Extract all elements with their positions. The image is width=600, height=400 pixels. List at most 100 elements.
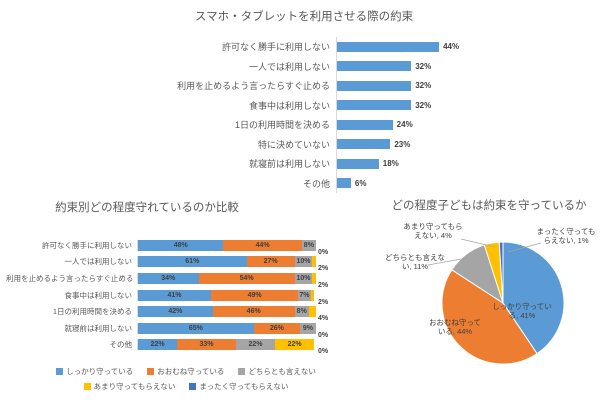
- pie-slice: [441, 269, 538, 365]
- stacked-segment-value: 41%: [167, 291, 182, 299]
- bar-track: 32%: [336, 76, 490, 96]
- pie-plot-area: しっかり守っている, 41% おおむね守っている, 44% どちらとも言えない, 1…: [385, 221, 595, 365]
- stacked-category-label: 就寝前は利用しない: [64, 323, 133, 333]
- stacked-bar-track: 34% 54% 10% 2%: [137, 272, 328, 289]
- stacked-segment-value: 8%: [296, 308, 307, 316]
- stacked-chart-title: 約束別どの程度守れているのか比較: [55, 202, 239, 214]
- pie-slice-label: あまり守ってもらえない, 4%: [403, 221, 462, 240]
- bar-category-label: 食事中は利用しない: [248, 100, 330, 111]
- legend-item: しっかり守っている: [56, 366, 133, 377]
- bar-category-label: 利用を止めるよう言ったらすぐ止める: [177, 81, 330, 92]
- bar-track: 18%: [336, 154, 490, 174]
- legend-swatch: [147, 368, 155, 376]
- stacked-segment: 22%: [235, 339, 276, 351]
- bar-chart-row: 一人では利用しない 32%: [118, 56, 490, 76]
- stacked-bar-chart-rule-compliance: 約束別どの程度守れているのか比較 許可なく勝手に利用しない 48% 44% 8% 0% 一…: [6, 199, 398, 392]
- stacked-segment-value: 8%: [303, 241, 314, 249]
- stacked-segment: 61%: [138, 256, 247, 268]
- bar-category-label: 特に決めていない: [257, 139, 330, 150]
- bar-category-label: 一人では利用しない: [248, 61, 330, 72]
- legend-label: あまり守ってもらえない: [93, 382, 176, 392]
- stacked-bar-track: 22% 33% 22% 22% 0%: [137, 339, 328, 355]
- stacked-segment-value: 26%: [269, 324, 284, 332]
- bar-chart-row: 1日の利用時間を決める 24%: [118, 115, 490, 135]
- bar-chart-row: 特に決めていない 23%: [118, 134, 490, 154]
- stacked-overflow-value: 2%: [318, 281, 329, 289]
- stacked-segment-value: 33%: [199, 341, 214, 349]
- bar-value-label: 44%: [443, 42, 460, 52]
- bar-category-label: 許可なく勝手に利用しない: [221, 42, 330, 53]
- stacked-segment-value: 22%: [150, 341, 165, 349]
- stacked-overflow-value: 2%: [318, 298, 329, 306]
- stacked-segment-value: 61%: [185, 258, 200, 266]
- stacked-category-label: 利用を止めるよう言ったらすぐ止める: [6, 273, 134, 283]
- stacked-segment: 10%: [294, 272, 313, 284]
- bar-chart-usage-rules: スマホ・タブレットを利用させる際の約束 許可なく勝手に利用しない 44% 一人では利…: [118, 8, 490, 193]
- bar-segment: [337, 80, 412, 91]
- pie-chart-title: どの程度子どもは約束を守っているか: [391, 200, 587, 212]
- stacked-bar-track: 41% 49% 7% 2%: [137, 289, 328, 306]
- bar-value-label: 6%: [354, 178, 367, 188]
- stacked-segment-value: 10%: [296, 274, 311, 282]
- bar-chart-row: 許可なく勝手に利用しない 44%: [118, 37, 490, 57]
- bar-segment: [337, 178, 351, 189]
- stacked-category-label: 食事中は利用しない: [64, 290, 133, 300]
- stacked-segment: 9%: [299, 322, 316, 334]
- stacked-segment: 65%: [138, 322, 254, 334]
- stacked-overflow-value: 2%: [318, 265, 329, 273]
- bar-chart-plot-area: 許可なく勝手に利用しない 44% 一人では利用しない 32% 利用を止めるよう言ったらす…: [118, 37, 490, 193]
- bar-chart-row: 就寝前は利用しない 18%: [118, 154, 490, 174]
- stacked-segment: 27%: [246, 256, 295, 268]
- bar-value-label: 32%: [415, 61, 432, 71]
- bar-track: 23%: [336, 134, 490, 154]
- stacked-segment: 8%: [301, 239, 316, 251]
- stacked-segment: 22%: [138, 339, 178, 351]
- stacked-overflow-value: 0%: [318, 248, 329, 256]
- pie-label-leader-line: [507, 242, 542, 253]
- legend-item: おおむね守っている: [147, 366, 224, 377]
- bar-category-label: 1日の利用時間を決める: [234, 120, 330, 131]
- pie-label-leader-line: [460, 238, 496, 248]
- bar-track: 6%: [336, 173, 490, 193]
- legend-item: まったく守ってもらえない: [189, 381, 288, 392]
- stacked-segment: [310, 289, 315, 301]
- stacked-chart-row: 一人では利用しない 61% 27% 10% 2%: [6, 254, 398, 273]
- stacked-chart-legend: しっかり守っている おおむね守っている どちらとも言えないあまり守ってもらえない まっ…: [36, 366, 336, 392]
- legend-label: まったく守ってもらえない: [199, 382, 289, 392]
- stacked-segment: 7%: [298, 289, 311, 301]
- bar-chart-row: その他 6%: [118, 173, 490, 193]
- bar-category-label: その他: [302, 178, 330, 189]
- stacked-category-label: 1日の利用時間を決める: [52, 307, 132, 317]
- legend-swatch: [83, 383, 91, 391]
- bar-value-label: 32%: [415, 81, 432, 91]
- pie-slice-label: しっかり守っている, 41%: [492, 301, 552, 320]
- stacked-segment: 49%: [210, 289, 299, 301]
- stacked-segment-value: 34%: [161, 274, 176, 282]
- bar-segment: [337, 41, 440, 52]
- legend-item: あまり守ってもらえない: [83, 381, 176, 392]
- stacked-chart-row: 食事中は利用しない 41% 49% 7% 2%: [6, 287, 398, 306]
- stacked-segment: 22%: [275, 339, 315, 351]
- stacked-segment: 44%: [223, 239, 302, 251]
- stacked-segment: [308, 306, 316, 318]
- pie-chart-overall-compliance: どの程度子どもは約束を守っているか しっかり守っている, 41% おおむね守ってい…: [378, 197, 600, 387]
- stacked-chart-row: 1日の利用時間を決める 42% 46% 8% 4%: [6, 303, 398, 322]
- stacked-category-label: 許可なく勝手に利用しない: [42, 240, 132, 250]
- stacked-bar-track: 48% 44% 8% 0%: [137, 239, 328, 256]
- legend-label: しっかり守っている: [66, 367, 134, 377]
- pie-slice-label: おおむね守っている, 44%: [429, 317, 481, 336]
- legend-item: どちらとも言えない: [238, 366, 316, 377]
- legend-swatch: [238, 368, 246, 376]
- stacked-overflow-value: 0%: [318, 331, 329, 339]
- legend-swatch: [56, 368, 64, 376]
- stacked-segment-value: 9%: [302, 324, 314, 332]
- stacked-segment: 8%: [294, 306, 309, 318]
- stacked-segment-value: 49%: [247, 291, 262, 299]
- stacked-chart-row: 利用を止めるよう言ったらすぐ止める 34% 54% 10% 2%: [6, 270, 398, 289]
- legend-label: おおむね守っている: [157, 367, 225, 377]
- stacked-segment-value: 65%: [188, 324, 203, 332]
- stacked-segment-value: 46%: [246, 308, 261, 316]
- bar-value-label: 32%: [415, 100, 432, 110]
- bar-segment: [337, 139, 391, 150]
- stacked-segment: 54%: [198, 272, 295, 284]
